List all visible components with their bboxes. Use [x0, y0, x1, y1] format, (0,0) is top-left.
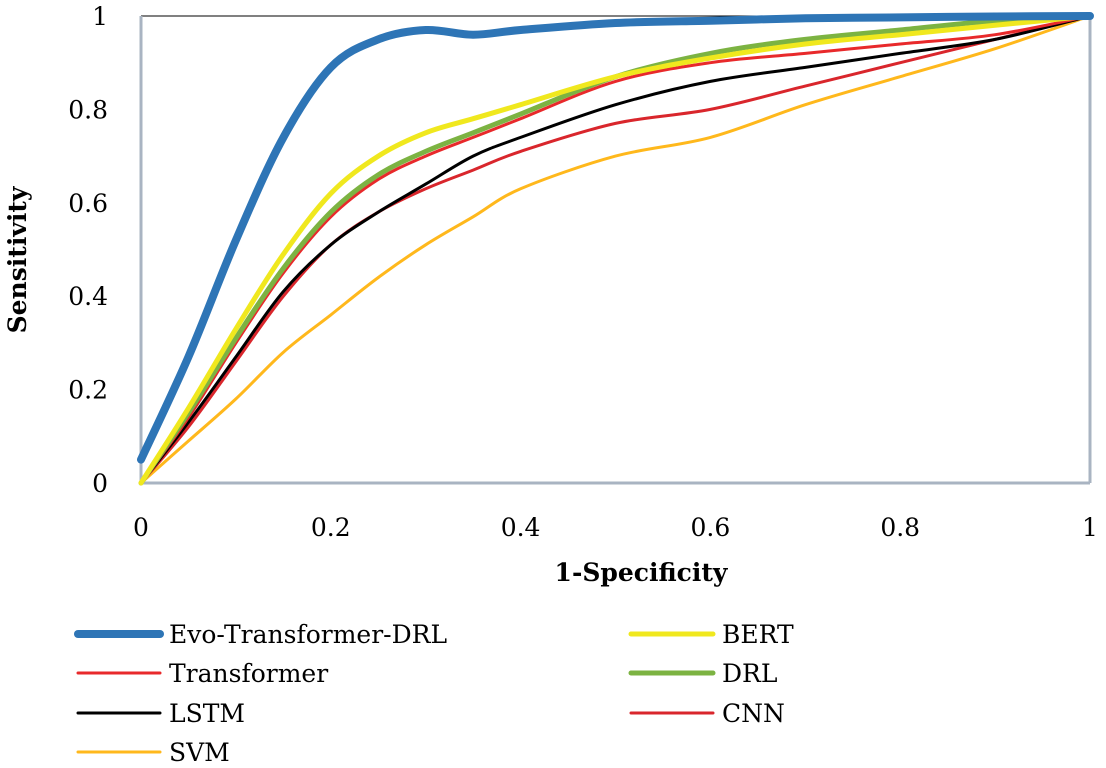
x-tick-label: 0.8: [880, 513, 920, 542]
y-tick-label: 0.2: [68, 376, 108, 405]
legend-label: BERT: [722, 620, 794, 649]
y-tick-label: 1: [92, 2, 108, 31]
y-tick-label: 0.8: [68, 95, 108, 124]
x-tick-label: 1: [1082, 513, 1098, 542]
legend-label: LSTM: [169, 699, 245, 728]
series-line-transformer: [139, 14, 1092, 485]
x-tick-labels: 0 0.2 0.4 0.6 0.8 1: [133, 513, 1098, 542]
legend-item-evo-transformer-drl: Evo-Transformer-DRL: [74, 620, 447, 649]
legend: Evo-Transformer-DRL BERT Transformer DRL LST…: [74, 620, 794, 767]
x-tick-label: 0: [133, 513, 149, 542]
y-tick-label: 0: [92, 469, 108, 498]
y-tick-label: 0.4: [68, 282, 108, 311]
legend-label: Evo-Transformer-DRL: [169, 620, 447, 649]
x-axis-title: 1-Specificity: [555, 558, 729, 587]
legend-item-cnn: CNN: [629, 699, 785, 728]
legend-label: Transformer: [169, 659, 328, 688]
x-tick-label: 0.6: [691, 513, 731, 542]
series-line-drl: [138, 13, 1093, 486]
legend-item-transformer: Transformer: [76, 659, 328, 688]
series-line-svm: [139, 14, 1092, 485]
legend-item-lstm: LSTM: [76, 699, 245, 728]
legend-item-svm: SVM: [76, 738, 230, 767]
series-lines: [137, 12, 1094, 486]
x-tick-label: 0.2: [311, 513, 351, 542]
series-line-cnn: [139, 14, 1092, 485]
legend-label: CNN: [722, 699, 785, 728]
series-line-lstm: [139, 14, 1092, 485]
y-tick-label: 0.6: [68, 189, 108, 218]
series-line-bert: [138, 13, 1093, 486]
legend-label: DRL: [722, 659, 777, 688]
legend-item-drl: DRL: [628, 659, 777, 688]
y-tick-labels: 0 0.2 0.4 0.6 0.8 1: [68, 2, 108, 498]
legend-label: SVM: [169, 738, 230, 767]
legend-item-bert: BERT: [628, 620, 794, 649]
series-line-evo-transformer-drl: [137, 12, 1094, 464]
y-axis-title: Sensitivity: [3, 185, 32, 333]
x-tick-label: 0.4: [501, 513, 541, 542]
